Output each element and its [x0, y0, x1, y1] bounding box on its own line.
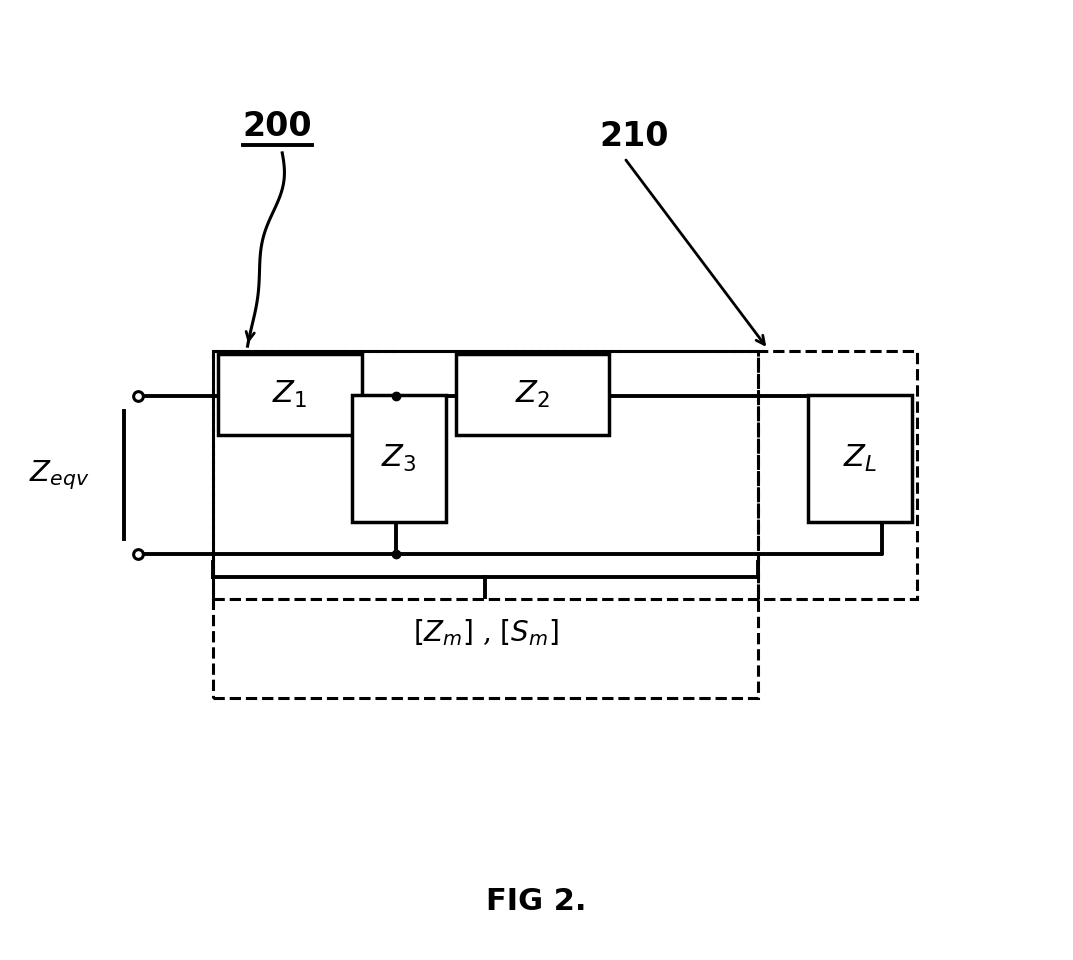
Bar [352, 395, 445, 521]
Bar [808, 395, 912, 521]
Text: 200: 200 [242, 110, 312, 143]
Text: $Z_{eqv}$: $Z_{eqv}$ [29, 458, 89, 492]
Text: $Z_1$: $Z_1$ [273, 379, 307, 410]
Bar [212, 351, 916, 599]
Bar [456, 354, 609, 436]
Bar [218, 354, 362, 436]
Text: $Z_2$: $Z_2$ [515, 379, 550, 410]
Bar [212, 351, 758, 698]
Text: $[Z_m]$ , $[S_m]$: $[Z_m]$ , $[S_m]$ [413, 617, 558, 648]
Text: $Z_3$: $Z_3$ [381, 443, 416, 473]
Text: FIG 2.: FIG 2. [486, 887, 586, 916]
Text: 210: 210 [600, 120, 668, 153]
Text: $Z_L$: $Z_L$ [842, 443, 877, 473]
